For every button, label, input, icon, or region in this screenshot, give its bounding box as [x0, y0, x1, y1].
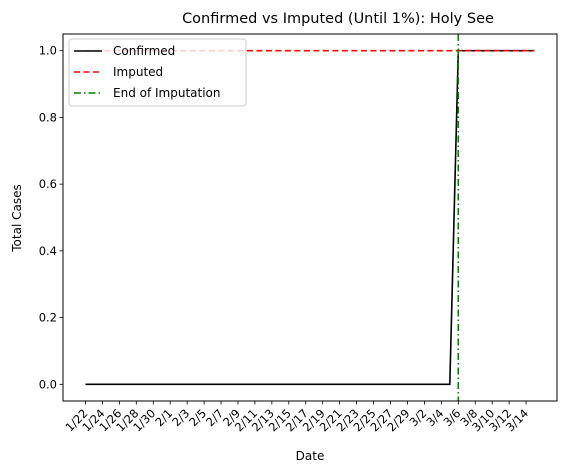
y-axis-label: Total Cases — [10, 184, 24, 252]
y-tick-label: 0.0 — [39, 377, 57, 391]
y-tick-label: 0.8 — [39, 110, 57, 124]
x-axis-label: Date — [296, 449, 325, 463]
legend: Confirmed Imputed End of Imputation — [68, 38, 247, 107]
legend-label: End of Imputation — [113, 86, 221, 100]
y-tick-label: 0.2 — [39, 311, 57, 325]
legend-label: Confirmed — [113, 44, 175, 58]
x-axis: 1/221/241/261/281/302/12/32/52/72/92/112… — [62, 401, 531, 434]
y-tick-label: 1.0 — [39, 44, 57, 58]
y-axis: 0.0 0.2 0.4 0.6 0.8 1.0 — [39, 44, 63, 391]
plot-frame — [62, 33, 558, 402]
plot-area — [85, 34, 535, 401]
legend-label: Imputed — [113, 65, 163, 79]
legend-box — [68, 38, 247, 107]
y-tick-label: 0.6 — [39, 177, 57, 191]
chart-title: Confirmed vs Imputed (Until 1%): Holy Se… — [182, 11, 494, 27]
y-tick-label: 0.4 — [39, 244, 57, 258]
